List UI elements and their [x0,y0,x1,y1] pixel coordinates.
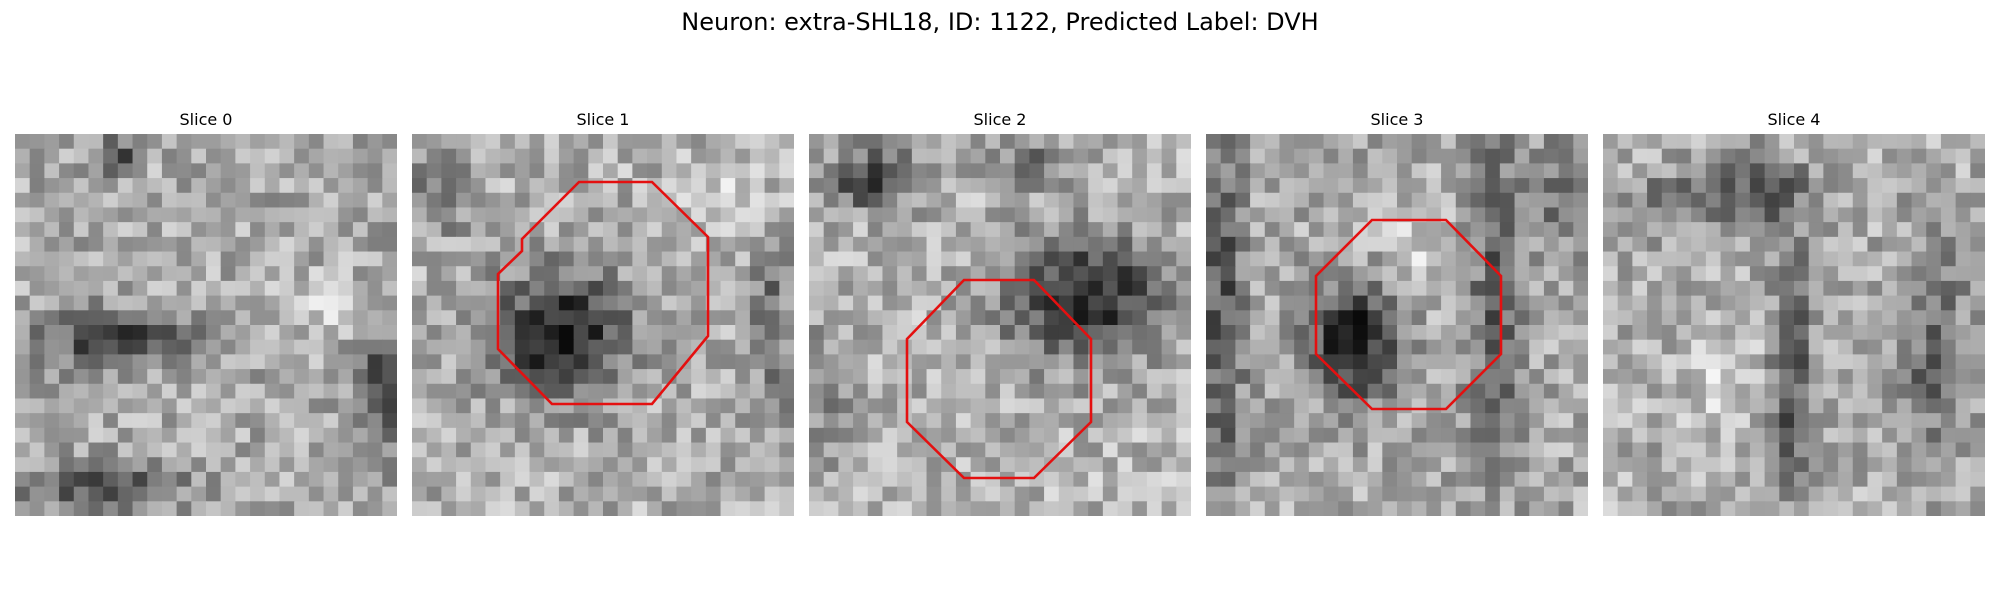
slice-title: Slice 1 [576,110,630,129]
slice-pixels [1206,134,1588,516]
slice-pixels [412,134,794,516]
slice-image [412,134,794,516]
slice-title: Slice 4 [1767,110,1821,129]
roi-outline [905,278,1093,480]
slice-image [1206,134,1588,516]
slice-pixels [15,134,397,516]
slice-pixels [1603,134,1985,516]
roi-outline [1314,218,1503,411]
slice-image [15,134,397,516]
figure-title: Neuron: extra-SHL18, ID: 1122, Predicted… [681,8,1319,36]
slice-pixels [809,134,1191,516]
roi-outline [496,180,710,406]
slice-title: Slice 3 [1370,110,1424,129]
slice-title: Slice 2 [973,110,1027,129]
slice-image [809,134,1191,516]
slice-image [1603,134,1985,516]
slice-title: Slice 0 [179,110,233,129]
